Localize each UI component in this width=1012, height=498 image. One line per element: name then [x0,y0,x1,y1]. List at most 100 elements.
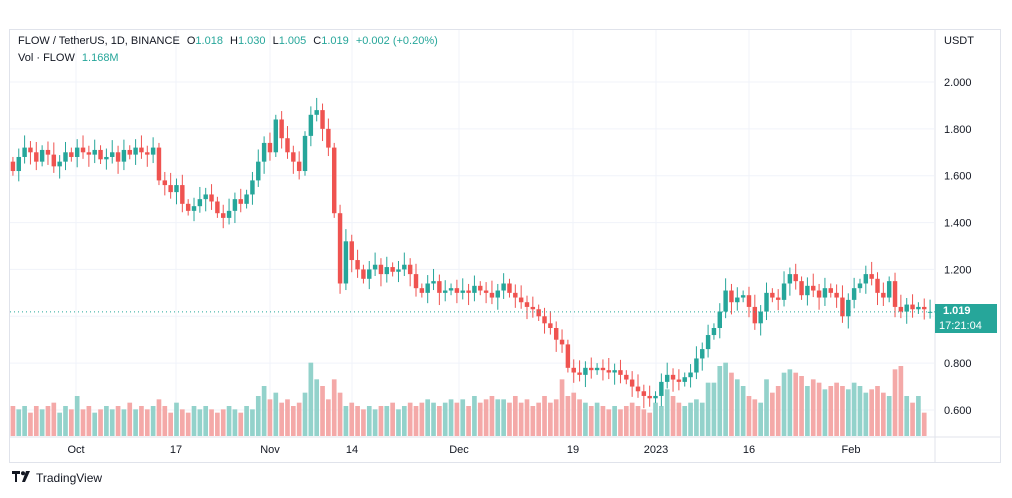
candle-body[interactable] [115,152,121,162]
candle-body[interactable] [145,152,150,155]
candle-body[interactable] [57,161,62,167]
candle-body[interactable] [483,290,489,293]
candle-body[interactable] [898,306,904,312]
candle-body[interactable] [343,241,349,284]
candle-body[interactable] [191,206,197,211]
candle-body[interactable] [647,395,652,399]
candle-body[interactable] [34,152,39,162]
candle-body[interactable] [851,288,857,300]
candle-body[interactable] [331,147,337,214]
candle-body[interactable] [185,203,191,211]
candle-body[interactable] [267,142,273,153]
candle-body[interactable] [758,311,763,324]
brand[interactable]: TradingView [12,471,102,485]
candle-body[interactable] [624,374,629,380]
candle-body[interactable] [215,201,220,214]
candle-body[interactable] [51,154,57,167]
candle-body[interactable] [279,119,284,139]
candle-body[interactable] [518,297,524,303]
candle-body[interactable] [180,185,185,204]
candle-body[interactable] [524,302,530,307]
candle-body[interactable] [413,274,419,289]
candle-body[interactable] [857,283,863,289]
candle-body[interactable] [711,328,717,336]
candle-body[interactable] [846,299,851,317]
candle-body[interactable] [226,210,232,218]
candle-body[interactable] [349,241,354,261]
candle-body[interactable] [723,290,728,312]
candle-body[interactable] [156,147,162,181]
candle-body[interactable] [92,149,97,155]
candle-body[interactable] [688,372,693,378]
candle-body[interactable] [285,138,290,153]
candle-body[interactable] [63,152,68,162]
candle-body[interactable] [805,285,810,296]
candle-body[interactable] [542,316,547,324]
candle-body[interactable] [367,269,372,279]
candle-body[interactable] [221,213,226,218]
candle-body[interactable] [273,119,279,153]
candle-body[interactable] [875,278,880,293]
candle-body[interactable] [396,269,401,272]
candle-body[interactable] [787,274,793,284]
candle-body[interactable] [448,288,454,291]
candle-body[interactable] [670,374,676,380]
candle-body[interactable] [694,358,699,373]
candle-body[interactable] [507,283,512,293]
candle-body[interactable] [256,161,261,181]
candle-body[interactable] [571,367,576,373]
candle-body[interactable] [402,264,407,270]
candle-body[interactable] [261,142,267,162]
candle-body[interactable] [781,283,787,300]
candle-body[interactable] [536,309,541,317]
candle-body[interactable] [209,194,214,202]
candle-body[interactable] [548,323,553,328]
candle-body[interactable] [326,128,331,148]
candle-body[interactable] [437,281,442,293]
candle-body[interactable] [583,367,588,375]
candle-body[interactable] [589,367,594,371]
candle-body[interactable] [664,374,670,382]
candle-body[interactable] [641,391,647,396]
candle-body[interactable] [612,370,617,373]
candle-body[interactable] [717,311,722,328]
candle-body[interactable] [513,292,518,298]
candle-body[interactable] [110,152,115,157]
candle-body[interactable] [337,213,343,284]
candle-body[interactable] [150,147,156,155]
candle-body[interactable] [419,288,425,293]
candle-body[interactable] [793,274,798,282]
candle-body[interactable] [466,290,471,293]
candle-body[interactable] [74,147,80,157]
candle-body[interactable] [653,395,658,399]
candle-body[interactable] [361,269,366,279]
candle-body[interactable] [425,283,430,293]
candle-body[interactable] [162,180,168,186]
candle-body[interactable] [16,156,21,172]
candle-body[interactable] [431,281,436,284]
candle-body[interactable] [384,267,390,275]
candle-body[interactable] [39,149,45,162]
candle-body[interactable] [764,292,769,312]
candle-body[interactable] [478,285,483,291]
candle-body[interactable] [454,288,460,293]
candle-body[interactable] [250,180,255,195]
candle-body[interactable] [606,370,612,373]
candle-body[interactable] [811,285,816,291]
candle-body[interactable] [133,147,138,155]
candle-body[interactable] [705,335,711,350]
candle-body[interactable] [881,292,886,298]
candle-body[interactable] [910,304,915,310]
candle-body[interactable] [822,288,828,298]
candle-body[interactable] [127,149,132,155]
candle-body[interactable] [746,295,752,307]
candle-body[interactable] [886,281,892,298]
candle-body[interactable] [296,161,302,172]
candle-body[interactable] [828,288,833,293]
candle-body[interactable] [168,185,173,193]
candle-body[interactable] [460,290,465,293]
candle-body[interactable] [314,110,319,115]
candle-body[interactable] [238,199,243,204]
candle-body[interactable] [629,379,635,387]
